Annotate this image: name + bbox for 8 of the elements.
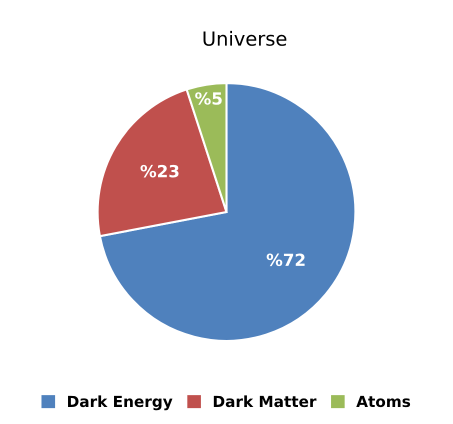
legend-label: Dark Energy [68,395,172,410]
legend-label: Dark Matter [214,395,316,408]
data-label: %23 [140,164,179,178]
data-label: %72 [266,254,305,266]
chart-title: Universe [204,30,286,46]
pie-slice [98,82,356,342]
legend-label: Atoms [356,396,410,408]
data-label: %5 [195,92,222,105]
